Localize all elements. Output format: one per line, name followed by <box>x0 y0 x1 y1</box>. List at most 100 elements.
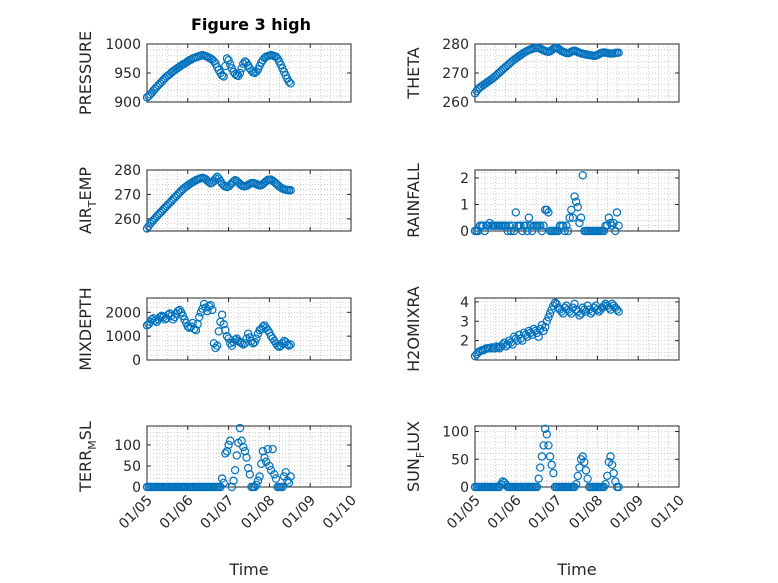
data-point <box>614 482 623 492</box>
y-tick-label: 280 <box>114 163 141 179</box>
data-point <box>224 440 233 450</box>
data-point <box>614 307 623 316</box>
data-point <box>237 339 246 348</box>
data-point <box>284 77 294 86</box>
y-axis-label: AIRTEMP <box>76 167 99 234</box>
data-point <box>576 213 586 222</box>
data-point <box>578 171 587 180</box>
data-point <box>549 468 558 478</box>
y-axis-label: H2OMIXRA <box>404 286 423 372</box>
series-markers <box>142 299 295 353</box>
data-point <box>265 461 274 471</box>
grid <box>146 43 352 103</box>
y-axis-label: TERRMSL <box>76 421 99 493</box>
series-markers <box>470 424 623 492</box>
y-tick-label: 950 <box>114 66 141 82</box>
data-point <box>601 480 610 489</box>
data-point <box>537 226 547 236</box>
data-point <box>219 320 228 329</box>
data-point <box>281 468 290 477</box>
data-point <box>286 472 295 481</box>
grid <box>474 425 680 488</box>
data-point <box>545 452 555 461</box>
data-point <box>612 305 622 314</box>
data-point <box>532 482 542 492</box>
data-point <box>539 441 548 450</box>
subplot-3: 260 270 280 AIRTEMP <box>76 163 352 234</box>
data-point <box>534 332 543 341</box>
data-point <box>206 300 215 310</box>
data-point <box>271 474 281 483</box>
y-tick-label: 260 <box>442 95 469 111</box>
data-point <box>286 79 295 88</box>
data-point <box>536 463 545 472</box>
y-tick-label: 0 <box>132 353 141 369</box>
axes-box <box>146 169 352 232</box>
data-point <box>273 341 282 350</box>
y-tick-label: 100 <box>442 425 469 441</box>
y-tick-label: 280 <box>442 37 469 53</box>
data-point <box>230 465 240 475</box>
data-point <box>580 457 589 467</box>
data-point <box>217 310 227 319</box>
data-point <box>593 305 602 314</box>
data-point <box>540 322 550 332</box>
data-point <box>583 474 592 483</box>
series-markers <box>142 423 295 492</box>
data-point <box>263 444 272 454</box>
series-markers <box>470 43 623 98</box>
data-point <box>609 468 618 478</box>
data-point <box>235 423 245 433</box>
y-tick-label: 270 <box>114 187 141 203</box>
data-point <box>540 424 550 433</box>
data-point <box>211 174 220 183</box>
grid <box>146 426 352 488</box>
data-point <box>539 326 548 336</box>
data-point <box>544 313 553 322</box>
data-point <box>558 221 568 230</box>
data-point <box>604 213 614 222</box>
y-axis-label: THETA <box>404 47 423 99</box>
data-point <box>573 471 583 481</box>
data-point <box>211 343 220 353</box>
data-point <box>568 213 578 222</box>
data-point <box>245 470 255 479</box>
x-axis-label: Time <box>556 560 596 579</box>
data-point <box>217 474 227 483</box>
data-point <box>578 452 587 461</box>
data-point <box>270 470 279 479</box>
data-point <box>224 56 233 65</box>
data-point <box>545 309 555 318</box>
series-markers <box>470 171 623 236</box>
data-point <box>226 436 235 445</box>
data-point <box>573 202 583 212</box>
series-markers <box>142 50 295 102</box>
y-tick-label: 1 <box>460 197 469 213</box>
data-point <box>212 341 222 350</box>
data-point <box>609 218 618 228</box>
data-point <box>283 340 292 349</box>
data-point <box>222 331 232 341</box>
data-point <box>571 197 581 207</box>
data-point <box>506 226 516 236</box>
data-point <box>221 449 230 458</box>
figure-title: Figure 3 high <box>191 15 311 34</box>
data-point <box>612 208 622 217</box>
data-point <box>524 213 534 222</box>
data-point <box>191 325 201 335</box>
data-point <box>219 72 228 81</box>
y-tick-label: 50 <box>451 452 469 468</box>
y-tick-label: 900 <box>114 95 141 111</box>
data-point <box>562 221 571 230</box>
data-point <box>570 299 579 309</box>
data-point <box>252 480 261 490</box>
axes-box <box>474 169 680 232</box>
subplot-1: 900 950 1000 PRESSURE <box>76 31 352 115</box>
data-point <box>544 208 553 217</box>
data-point <box>242 453 251 462</box>
data-point <box>544 441 553 450</box>
data-point <box>599 301 609 310</box>
data-point <box>284 341 294 350</box>
